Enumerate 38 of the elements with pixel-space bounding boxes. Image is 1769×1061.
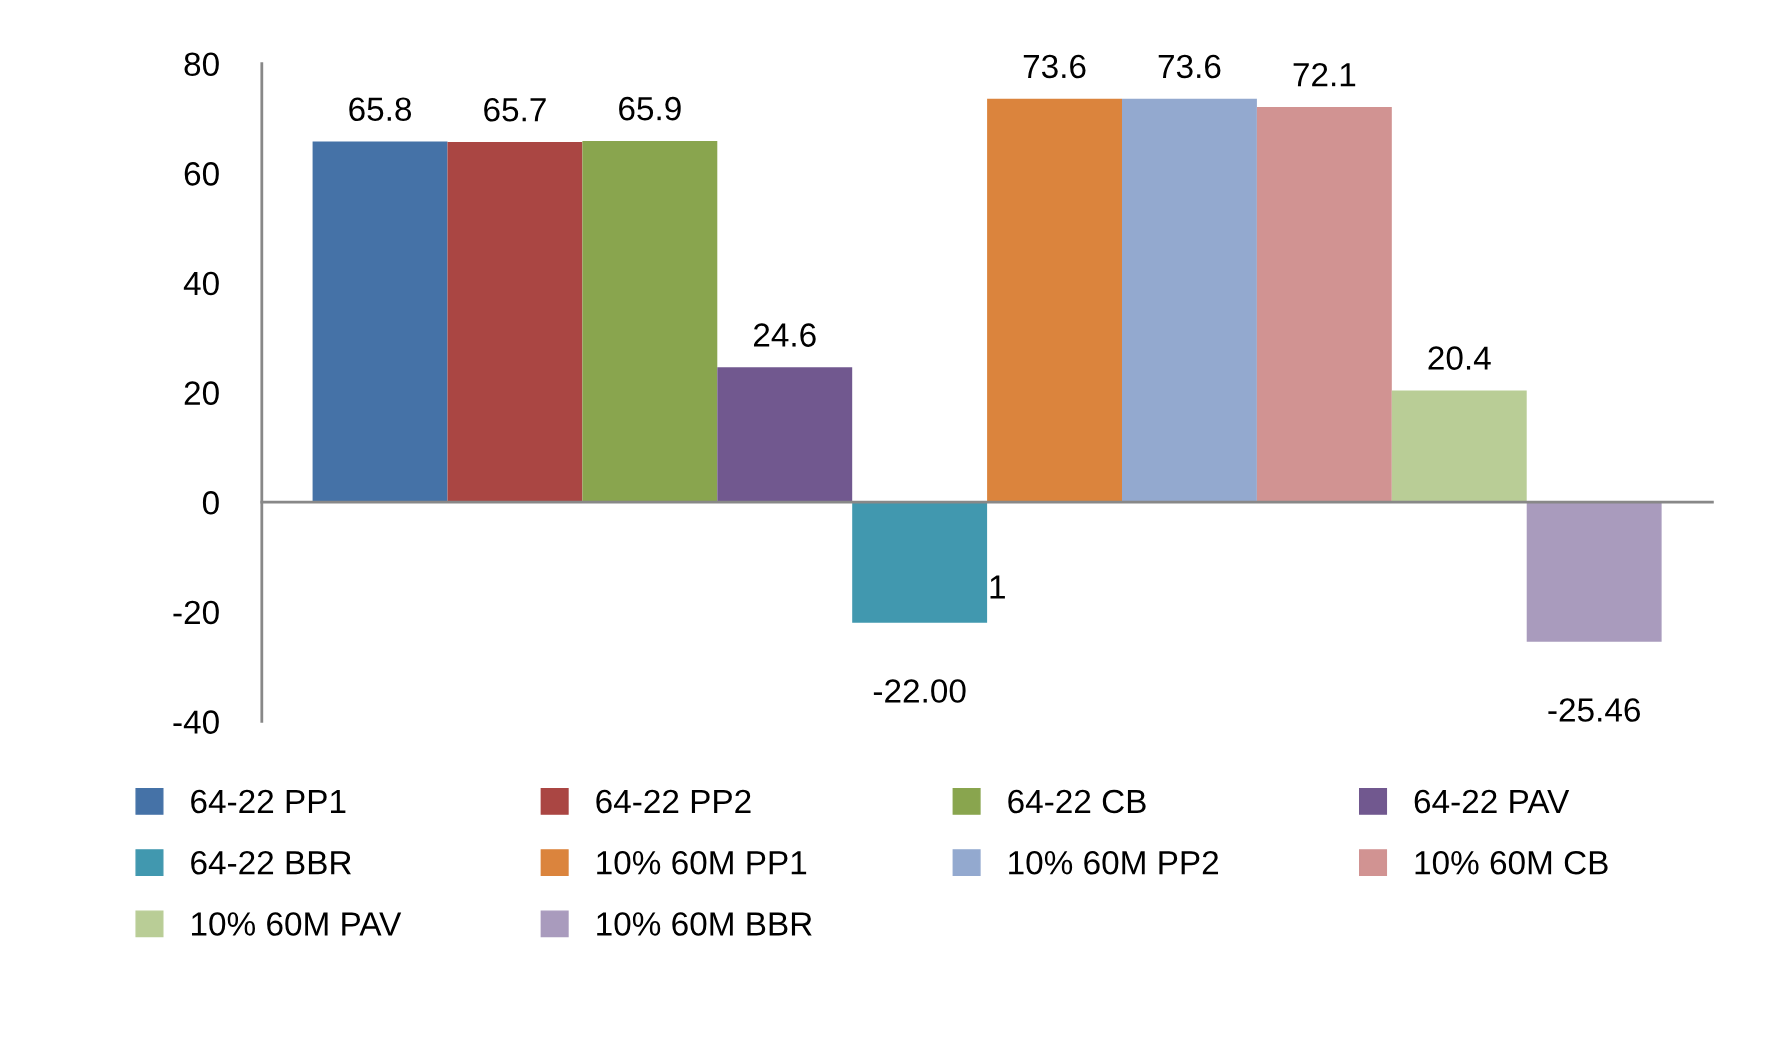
y-tick-label: 80 — [184, 52, 219, 77]
data-label: 24.6 — [753, 323, 816, 347]
legend-label: 64-22 PAV — [1414, 789, 1570, 814]
bar — [447, 142, 583, 503]
legend-label: 64-22 PP2 — [596, 789, 751, 814]
data-label: 72.1 — [1293, 62, 1356, 87]
legend-label: 10% 60M PAV — [192, 912, 402, 936]
data-label: -22.00 — [873, 679, 966, 703]
legend-label: 10% 60M BBR — [597, 912, 812, 936]
legend-label: 64-22 BBR — [191, 850, 351, 875]
y-tick-label: -40 — [173, 710, 219, 734]
data-label: 65.9 — [619, 96, 681, 121]
annotation: 1 — [990, 575, 1005, 599]
legend-label: 64-22 PP1 — [191, 789, 346, 814]
data-label: 65.8 — [349, 97, 412, 122]
y-tick-label: 40 — [183, 271, 219, 296]
legend-label: 64-22 CB — [1008, 789, 1146, 814]
bar — [1526, 502, 1662, 642]
data-label: 65.7 — [484, 97, 546, 122]
bar — [987, 98, 1123, 503]
y-tick-label: -20 — [173, 600, 219, 625]
bar — [1391, 390, 1527, 503]
y-tick-label: 0 — [202, 491, 219, 515]
data-label: 20.4 — [1428, 346, 1491, 370]
legend-label: 10% 60M PP2 — [1009, 850, 1219, 875]
data-label: -25.46 — [1548, 698, 1640, 722]
bar — [852, 502, 988, 623]
y-tick-label: 60 — [184, 162, 219, 186]
bar — [1122, 98, 1257, 503]
bar — [582, 140, 718, 503]
bar — [1256, 106, 1392, 503]
bar — [717, 367, 853, 503]
data-label: 73.6 — [1158, 54, 1221, 79]
legend-label: 10% 60M PP1 — [597, 850, 807, 875]
data-label: 73.6 — [1023, 54, 1086, 79]
bar — [312, 141, 448, 503]
y-tick-label: 20 — [184, 381, 219, 405]
legend-label: 10% 60M CB — [1415, 850, 1608, 875]
